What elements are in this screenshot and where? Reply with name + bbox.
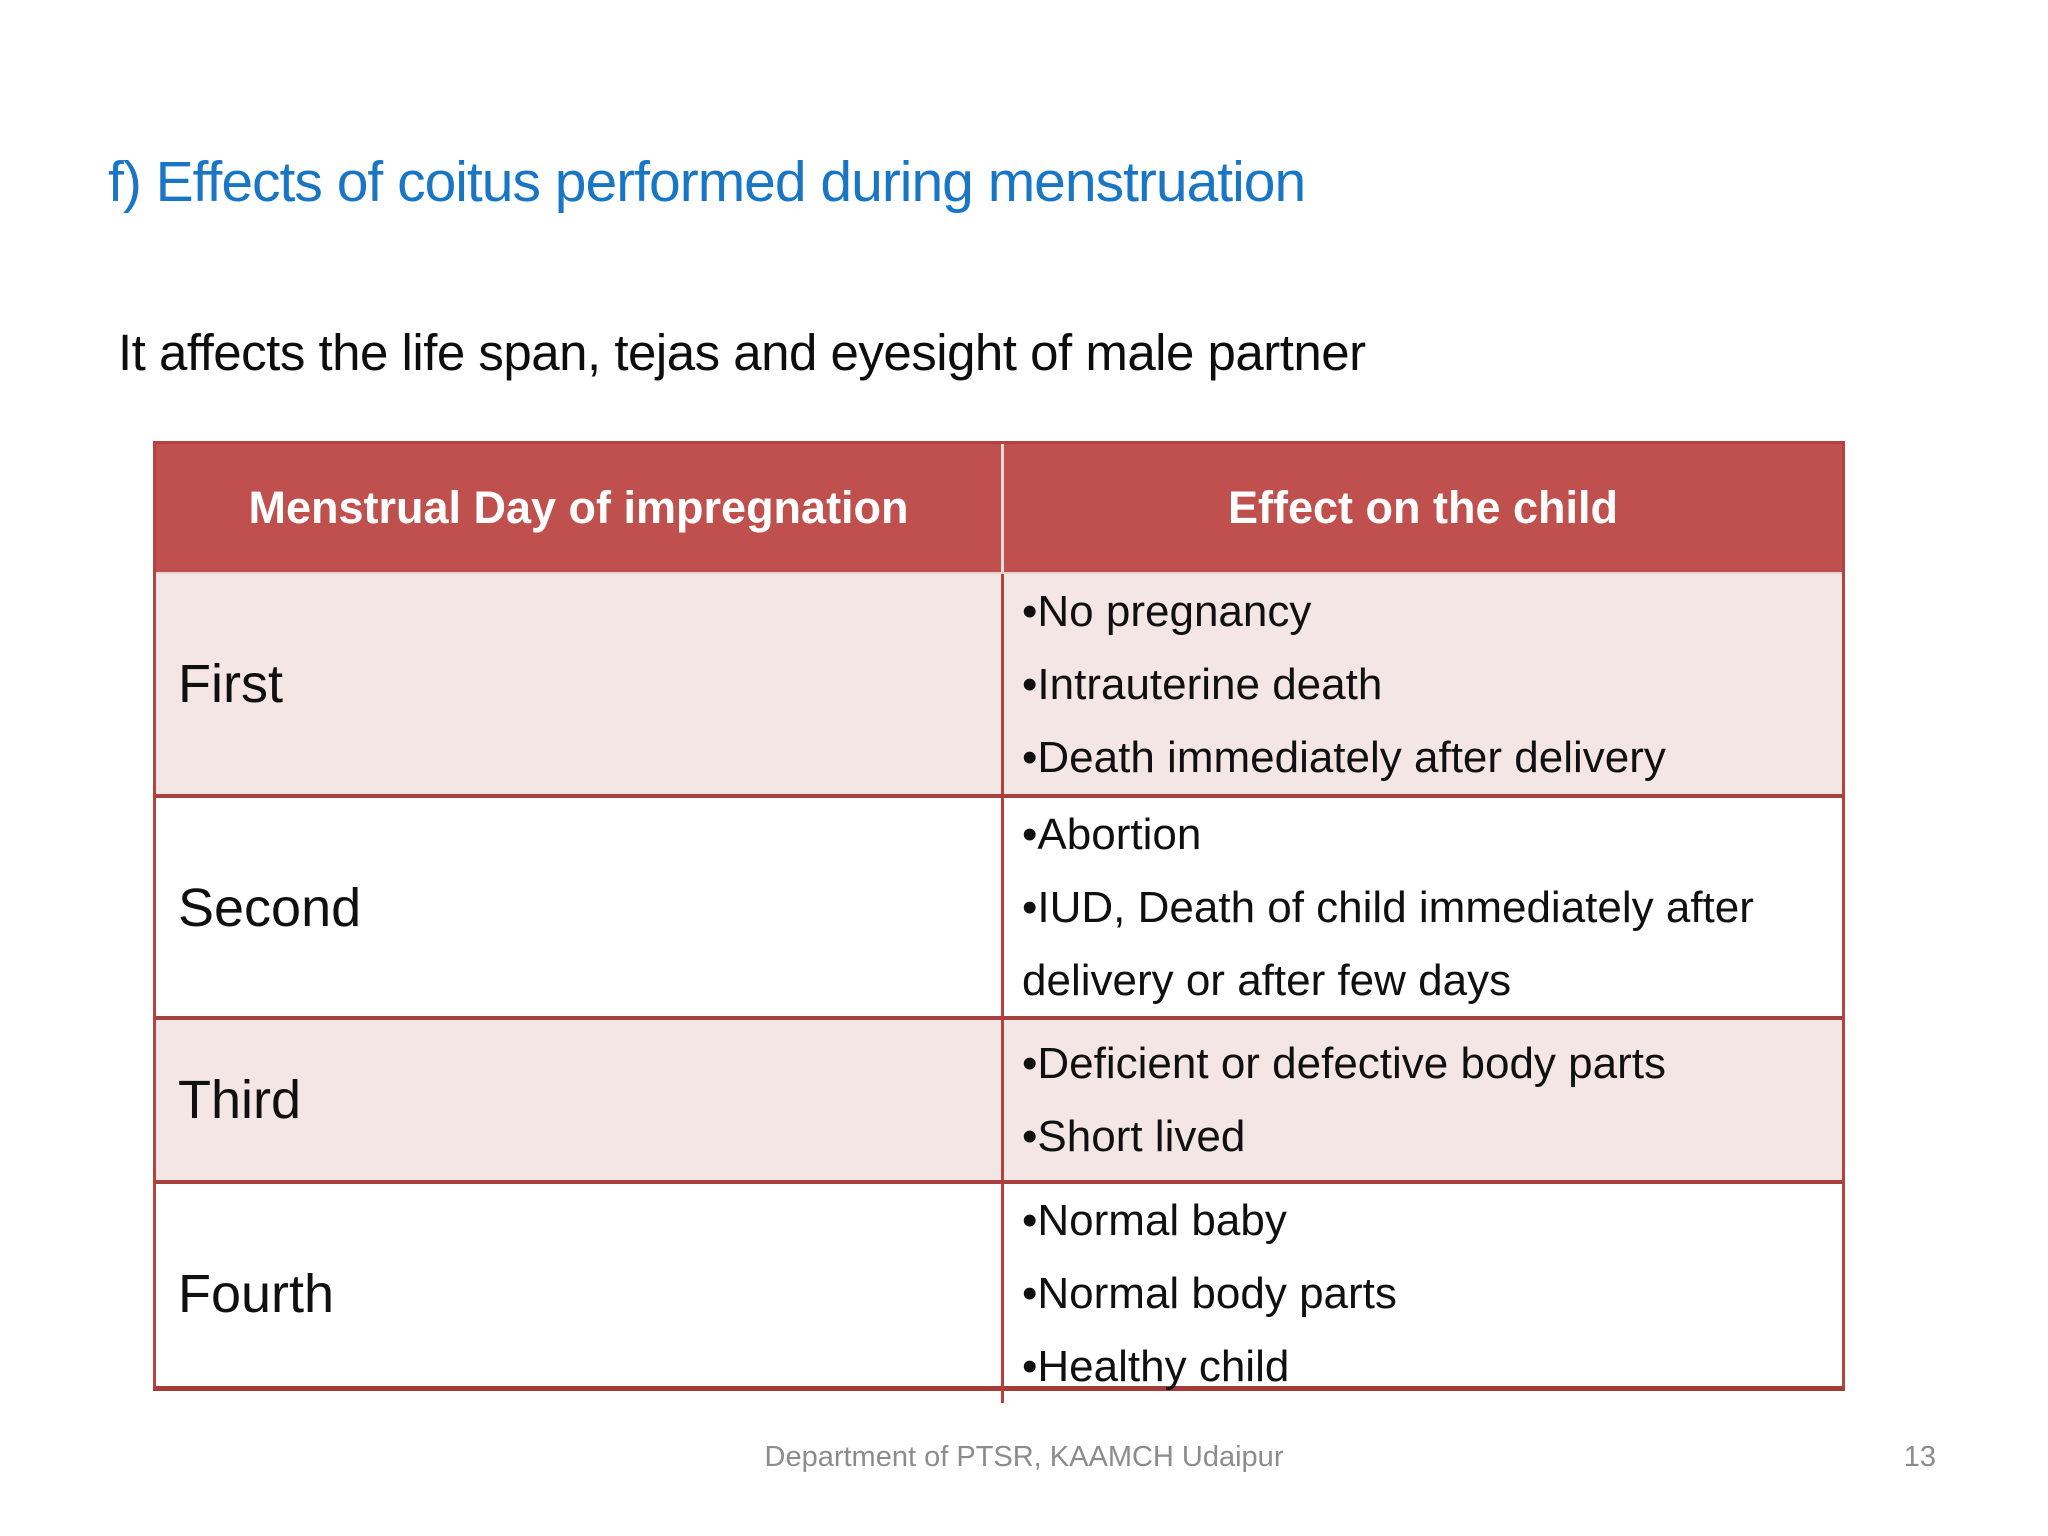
- menstrual-day-cell: Third: [156, 1020, 1004, 1180]
- effect-bullet-item: •Abortion: [1022, 810, 1202, 859]
- effect-bullet-item: •Death immediately after delivery: [1022, 732, 1666, 782]
- effect-bullet-item: •No pregnancy: [1022, 586, 1312, 636]
- effect-bullet-item: •IUD, Death of child immediately after d…: [1022, 883, 1754, 1005]
- table-row: First •No pregnancy •Intrauterine death •De…: [156, 572, 1842, 794]
- effect-cell: •No pregnancy •Intrauterine death •Death i…: [1004, 574, 1842, 794]
- effect-bullet-item: •Normal body parts: [1022, 1269, 1397, 1318]
- slide-subtitle: It affects the life span, tejas and eyes…: [118, 324, 1366, 381]
- slide-title: f) Effects of coitus performed during me…: [108, 150, 1306, 214]
- table-row: Third •Deficient or defective body parts •…: [156, 1016, 1842, 1180]
- table-header-effect-column: Effect on the child: [1227, 482, 1618, 533]
- menstrual-day-cell: Second: [156, 798, 1004, 1017]
- effect-cell: •Deficient or defective body parts •Short…: [1004, 1020, 1842, 1180]
- table-header-day-column: Menstrual Day of impregnation: [156, 444, 1004, 572]
- menstrual-day-cell: First: [156, 574, 1004, 794]
- table-header-row: Menstrual Day of impregnation Effect on …: [156, 444, 1842, 572]
- footer-text: Department of PTSR, KAAMCH Udaipur: [764, 1441, 1284, 1473]
- effect-cell: •Normal baby •Normal body parts •Healthy c…: [1004, 1184, 1842, 1403]
- effect-bullet-item: •Healthy child: [1022, 1342, 1290, 1391]
- table-row: Second •Abortion •IUD, Death of child imme…: [156, 794, 1842, 1017]
- effect-bullet-item: •Deficient or defective body parts: [1022, 1039, 1666, 1088]
- menstrual-day-cell: Fourth: [156, 1184, 1004, 1403]
- table-body: First •No pregnancy •Intrauterine death •De…: [156, 572, 1842, 1403]
- effect-bullet-item: •Intrauterine death: [1022, 659, 1383, 709]
- effects-table: Menstrual Day of impregnation Effect on …: [153, 441, 1845, 1403]
- effect-bullet-item: •Normal baby: [1022, 1196, 1287, 1245]
- effect-bullet-item: •Short lived: [1022, 1112, 1246, 1161]
- table-row: Fourth •Normal baby •Normal body parts •Hea…: [156, 1180, 1842, 1403]
- effect-cell: •Abortion •IUD, Death of child immediatel…: [1004, 798, 1842, 1017]
- page-number: 13: [1903, 1441, 1936, 1473]
